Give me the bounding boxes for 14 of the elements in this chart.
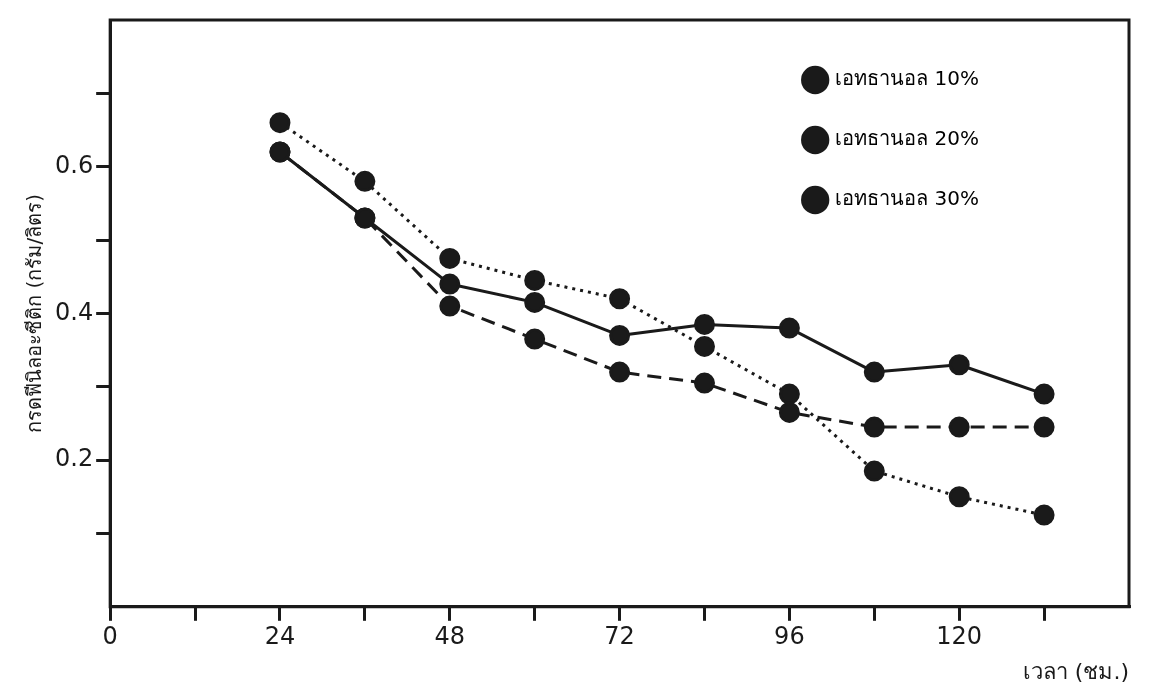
y-tick-label: 0.2: [55, 444, 94, 473]
y-tick-label: 0.4: [55, 297, 94, 326]
x-tick-label: 96: [774, 622, 805, 651]
x-tick-label: 72: [604, 622, 635, 651]
y-tick-label: 0.6: [55, 150, 94, 179]
x-tick-label: 24: [264, 622, 296, 651]
y-axis-title: กรดฟีนิลอะซีติก (กรัม/ลิตร): [22, 194, 47, 433]
x-tick-label: 48: [434, 622, 466, 651]
x-tick-label: 120: [936, 622, 983, 651]
x-axis-title: เวลา (ชม.): [1022, 658, 1129, 684]
legend-label: เอทธานอล 30%: [835, 186, 979, 211]
legend-label: เอทธานอล 20%: [835, 126, 979, 151]
x-tick-label: 0: [102, 622, 118, 651]
legend-label: เอทธานอล 10%: [835, 66, 979, 91]
